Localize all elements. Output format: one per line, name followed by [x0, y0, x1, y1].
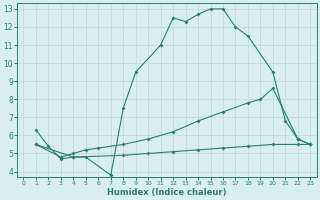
X-axis label: Humidex (Indice chaleur): Humidex (Indice chaleur) [107, 188, 227, 197]
